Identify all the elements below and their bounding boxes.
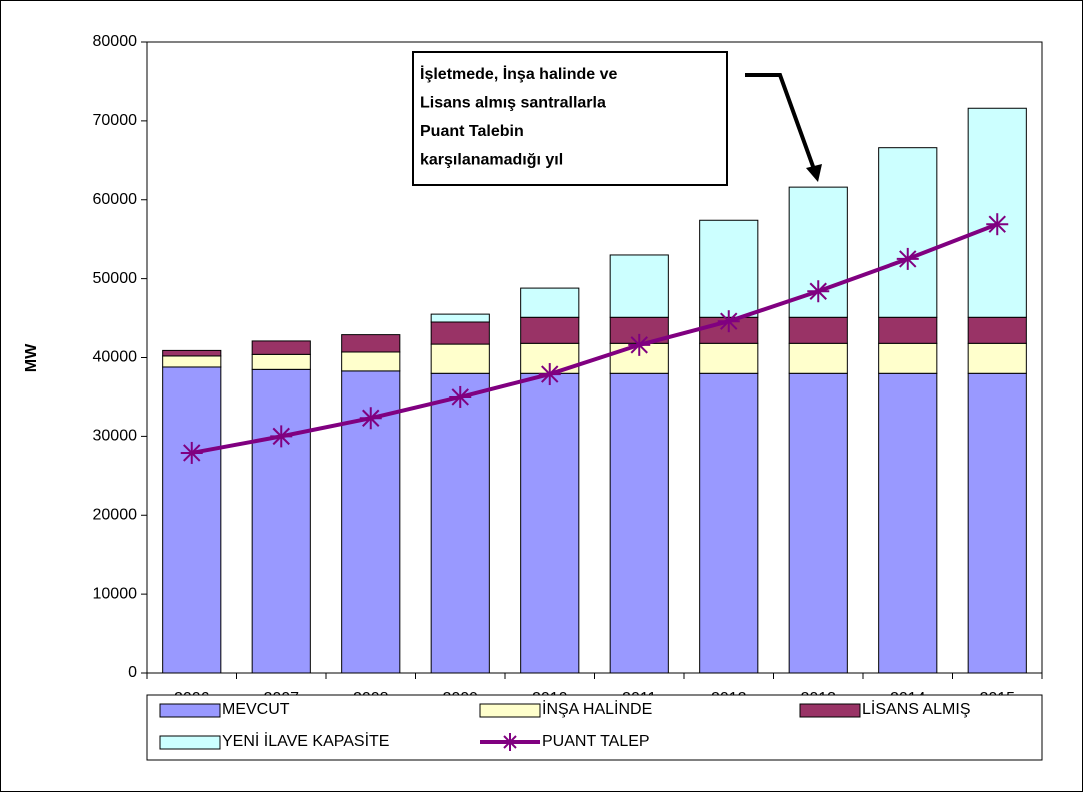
bar-segment	[430, 321, 490, 345]
legend-marker	[501, 733, 519, 751]
legend-label: PUANT TALEP	[542, 733, 650, 750]
legend-label: YENİ İLAVE KAPASİTE	[222, 731, 389, 750]
y-tick-label: 10000	[93, 585, 138, 602]
bar-segment	[788, 372, 848, 674]
bar-segment	[699, 372, 759, 674]
marker-stroke	[183, 444, 201, 462]
bar-segment	[699, 342, 759, 374]
annotation-text: İşletmede, İnşa halinde ve	[420, 65, 618, 83]
bar-segment	[341, 351, 401, 372]
marker	[359, 407, 382, 430]
legend-swatch	[159, 735, 221, 750]
marker-stroke	[988, 215, 1006, 233]
marker	[180, 441, 203, 464]
annotation-text: karşılanamadığı yıl	[420, 152, 563, 169]
marker	[538, 363, 561, 386]
bar-segment	[430, 343, 490, 374]
bar-segment	[788, 342, 848, 374]
annotation-text: Lisans almış santrallarla	[420, 95, 606, 112]
marker-stroke	[809, 282, 827, 300]
bar-segment	[430, 313, 490, 323]
line	[191, 222, 998, 455]
annotation-arrowhead	[806, 164, 822, 182]
bar-segment	[251, 353, 311, 370]
marker	[449, 385, 472, 408]
bar-segment	[430, 372, 490, 674]
bar-segment	[967, 372, 1027, 674]
marker	[270, 425, 293, 448]
y-tick-label: 30000	[93, 428, 138, 445]
marker	[896, 247, 919, 270]
marker	[717, 310, 740, 333]
bar-segment	[609, 254, 669, 318]
marker	[986, 213, 1009, 236]
bar-segment	[341, 334, 401, 353]
marker-stroke	[503, 735, 517, 749]
bar-segment	[878, 342, 938, 374]
marker-stroke	[541, 365, 559, 383]
bar-segment	[967, 342, 1027, 374]
marker-stroke	[899, 250, 917, 268]
y-tick-label: 20000	[93, 506, 138, 523]
bar-segment	[520, 316, 580, 344]
y-tick-label: 50000	[93, 270, 138, 287]
marker-stroke	[630, 336, 648, 354]
bar-segment	[251, 340, 311, 355]
bar-segment	[162, 366, 222, 674]
legend-swatch	[159, 703, 221, 718]
marker-stroke	[451, 388, 469, 406]
legend-label: LİSANS ALMIŞ	[862, 699, 971, 718]
bar-segment	[699, 219, 759, 318]
y-tick-label: 40000	[93, 349, 138, 366]
y-axis-label: MW	[23, 343, 40, 372]
y-tick-label: 70000	[93, 112, 138, 129]
bar-segment	[162, 355, 222, 368]
annotation-text: Puant Talebin	[420, 123, 524, 140]
marker-stroke	[272, 427, 290, 446]
y-tick-label: 80000	[93, 33, 138, 50]
bar-segment	[967, 107, 1027, 318]
marker-stroke	[720, 312, 738, 330]
bar-segment	[251, 368, 311, 674]
y-tick-label: 60000	[93, 191, 138, 208]
bar-segment	[520, 287, 580, 318]
y-tick-label: 0	[128, 664, 137, 681]
bar-segment	[878, 316, 938, 344]
annotation-box	[412, 51, 728, 186]
bar-segment	[967, 316, 1027, 344]
legend	[146, 694, 1043, 761]
bar-segment	[520, 372, 580, 674]
legend-label: MEVCUT	[222, 701, 290, 718]
annotation-arrow	[745, 73, 817, 173]
bar-segment	[162, 349, 222, 357]
marker	[628, 333, 651, 356]
legend-swatch	[799, 703, 861, 718]
legend-swatch	[479, 703, 541, 718]
bar-segment	[878, 147, 938, 318]
marker-stroke	[362, 409, 380, 427]
bar-segment	[788, 316, 848, 344]
bar-segment	[609, 372, 669, 674]
legend-label: İNŞA HALİNDE	[542, 699, 652, 718]
bar-segment	[878, 372, 938, 674]
marker	[807, 280, 830, 303]
